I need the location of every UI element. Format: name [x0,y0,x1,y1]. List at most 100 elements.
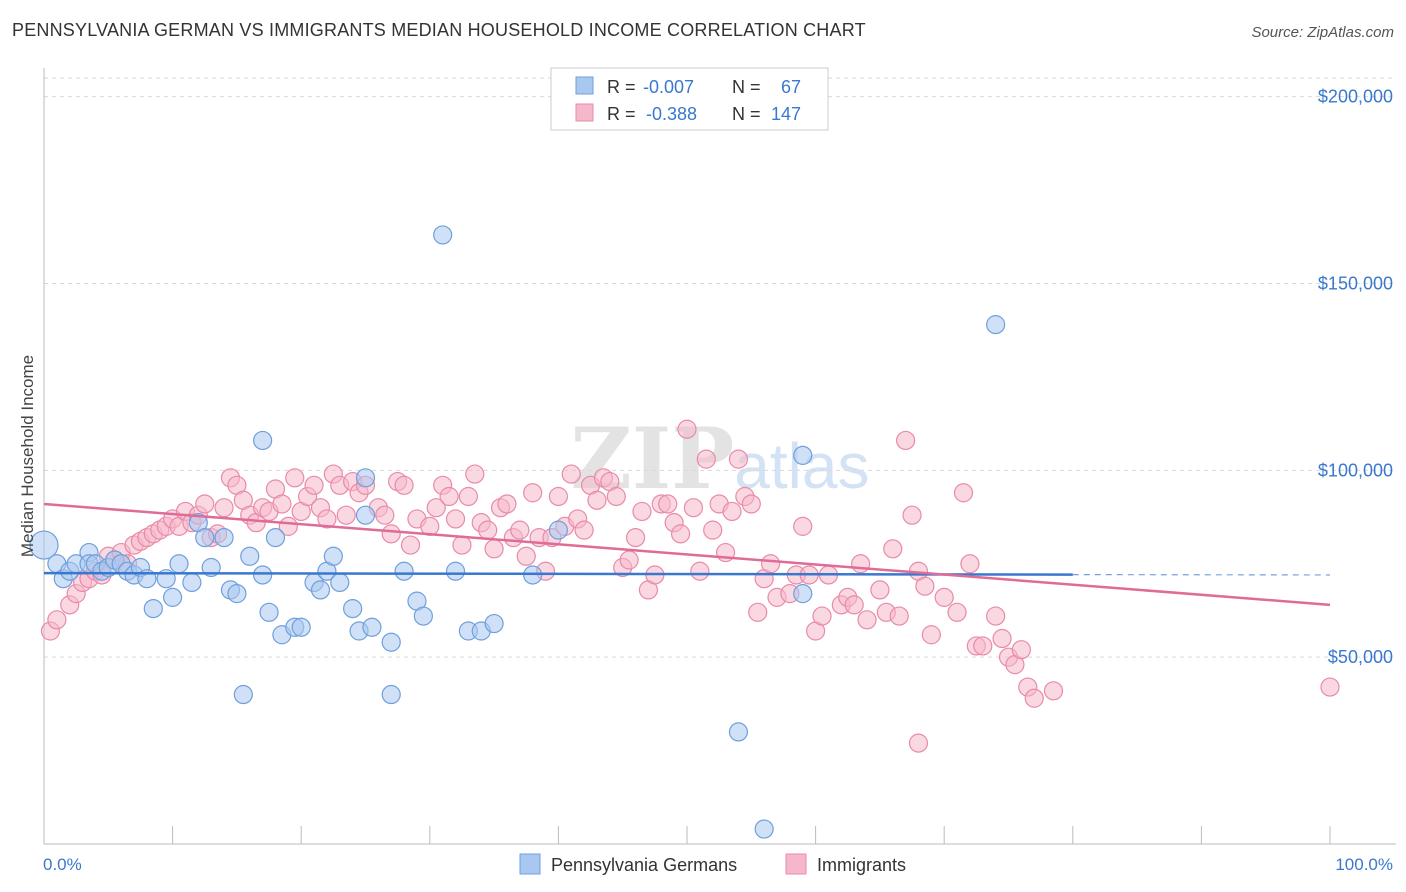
immigrants-point [452,535,472,555]
stats-n-value-blue: 67 [781,77,801,97]
x-tick-label-min: 0.0% [43,855,82,874]
immigrants-point [523,483,543,503]
immigrants-point [1320,677,1340,697]
immigrants-point [896,430,916,451]
pennsylvania-germans-point [793,445,813,465]
immigrants-point [889,606,909,626]
pennsylvania-germans-point [265,527,286,548]
pennsylvania-germans-point [169,554,189,574]
immigrants-point [670,524,691,544]
immigrants-point [375,505,395,525]
pennsylvania-germans-point [310,580,331,600]
chart-title: PENNSYLVANIA GERMAN VS IMMIGRANTS MEDIAN… [12,20,866,40]
grid-lines [44,77,1396,658]
immigrants-point [851,554,871,574]
immigrants-point [960,554,980,574]
x-tick-label-max: 100.0% [1335,855,1393,874]
pennsylvania-germans-point [433,225,453,245]
immigrants-point [1024,688,1044,708]
immigrants-point [658,494,678,514]
legend-label-pennsylvania-germans: Pennsylvania Germans [551,855,737,875]
immigrants-point [703,520,723,540]
immigrants-point [722,501,742,522]
pennsylvania-germans-point [201,557,221,578]
immigrants-point [986,606,1006,626]
immigrants-point [908,733,929,753]
y-axis-label: Median Household Income [18,355,37,557]
immigrants-point [458,486,478,507]
axes [43,68,1396,845]
pennsylvania-germans-point [29,530,59,560]
immigrants-point [47,610,67,630]
pennsylvania-germans-point [214,527,234,548]
immigrants-point [683,498,704,518]
immigrants-point [285,468,305,488]
stats-r-label-pink: R = [607,104,636,124]
immigrants-point [677,419,697,439]
pennsylvania-germans-point [330,572,350,593]
pennsylvania-germans-point [233,684,253,705]
immigrants-point [934,587,954,607]
pennsylvania-germans-point [484,613,504,634]
watermark-atlas: atlas [734,430,869,502]
trend-lines [43,502,1331,607]
immigrants-point [561,464,581,484]
source-credit: Source: ZipAtlas.com [1251,24,1394,41]
immigrants-point [439,486,459,507]
stats-n-label-pink: N = [732,104,761,124]
immigrants-point [381,524,401,544]
immigrants-point [870,580,890,600]
immigrants-point [619,550,639,570]
legend-swatch-immigrants [785,853,807,875]
y-tick-label-1: $100,000 [1318,460,1393,480]
stats-legend-swatch-blue [575,76,594,95]
immigrants-point [748,602,768,622]
immigrants-point [478,520,498,540]
y-tick-label-0: $50,000 [1328,647,1393,667]
immigrants-point [426,498,446,518]
pennsylvania-germans-point [754,819,774,839]
immigrants-point [484,539,504,559]
pennsylvania-germans-point [343,598,363,619]
immigrants-point [793,516,813,536]
y-tick-labels: $50,000 $100,000 $150,000 $200,000 [1318,87,1393,667]
immigrants-point [953,483,974,503]
immigrants-point [336,505,356,525]
pennsylvania-germans-point [381,632,401,652]
immigrants-point [1043,681,1064,701]
immigrants-point [1011,640,1031,660]
immigrants-point [445,509,466,529]
immigrants-point [497,494,517,514]
stats-legend-swatch-pink [575,103,594,122]
pennsylvania-germans-point [355,505,376,525]
immigrants-point [812,606,832,626]
immigrants-point [548,486,569,507]
pennsylvania-germans-trend-line [43,571,1073,576]
pennsylvania-germans-point [381,684,401,705]
legend-label-immigrants: Immigrants [817,855,906,875]
pennsylvania-germans-point [793,584,813,604]
pennsylvania-germans-point [195,527,215,548]
immigrants-point [272,494,292,514]
immigrants-point [587,490,607,510]
immigrants-point [214,498,234,518]
pennsylvania-germans-points [29,225,1006,839]
stats-n-label-blue: N = [732,77,761,97]
stats-legend-frame [550,67,829,131]
immigrants-point [317,509,337,529]
pennsylvania-germans-point [143,598,163,619]
immigrants-point [516,546,536,566]
immigrants-point [696,449,716,469]
immigrants-point [394,475,414,495]
immigrants-point [992,628,1012,649]
pennsylvania-germans-point [253,565,273,585]
immigrants-point [883,539,903,559]
stats-n-value-pink: 147 [771,104,801,124]
immigrants-point [741,494,761,514]
immigrants-point [915,576,935,596]
pennsylvania-germans-point [182,572,202,593]
immigrants-point [947,602,967,622]
immigrants-point [760,554,781,574]
immigrants-point [625,527,646,548]
